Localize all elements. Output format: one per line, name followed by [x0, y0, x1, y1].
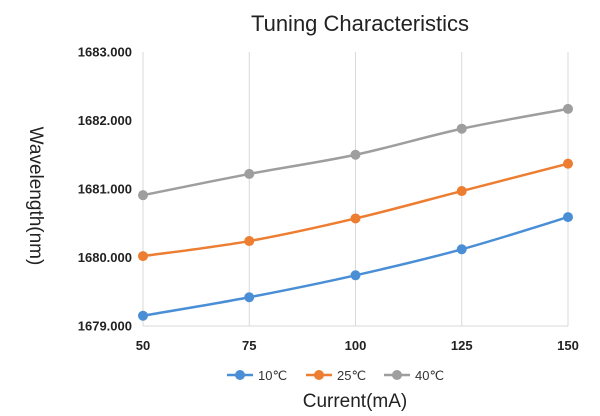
data-point-s1-1 — [244, 236, 255, 247]
y-axis-ticks: 1679.000 1680.000 1681.000 1682.000 1683.000 — [78, 45, 132, 334]
legend-label-0: 10℃ — [258, 368, 287, 383]
data-point-s2-2 — [350, 149, 361, 160]
legend-label-2: 40℃ — [415, 368, 444, 383]
legend: 10℃ 25℃ 40℃ — [227, 368, 444, 383]
x-tick-label: 100 — [345, 338, 367, 353]
y-tick-label: 1683.000 — [78, 45, 132, 60]
data-point-s0-0 — [138, 310, 148, 321]
data-point-s0-3 — [456, 244, 467, 255]
legend-marker-1 — [314, 370, 324, 380]
x-axis-label: Current(mA) — [303, 391, 408, 412]
data-point-s1-4 — [563, 158, 573, 169]
data-point-s1-2 — [350, 213, 361, 224]
legend-marker-0 — [235, 370, 245, 380]
legend-marker-2 — [392, 370, 402, 380]
y-tick-label: 1680.000 — [78, 250, 132, 265]
y-tick-label: 1679.000 — [78, 319, 132, 334]
data-point-s2-4 — [563, 103, 573, 114]
x-tick-label: 125 — [451, 338, 473, 353]
data-point-s1-3 — [456, 186, 467, 197]
legend-label-1: 25℃ — [337, 368, 366, 383]
data-point-s2-0 — [138, 190, 148, 201]
x-tick-label: 75 — [242, 338, 256, 353]
data-point-s0-1 — [244, 292, 255, 303]
data-point-s0-2 — [350, 270, 361, 281]
data-point-s1-0 — [138, 251, 148, 262]
x-axis-ticks: 50 75 100 125 150 — [136, 338, 579, 353]
y-axis-label: Wavelength(nm) — [25, 127, 46, 266]
series-group — [138, 103, 573, 321]
data-point-s0-4 — [563, 212, 573, 223]
grid-lines — [142, 52, 569, 327]
data-point-s2-1 — [244, 168, 255, 179]
y-tick-label: 1681.000 — [78, 182, 132, 197]
x-tick-label: 50 — [136, 338, 150, 353]
x-tick-label: 150 — [557, 338, 579, 353]
chart-title: Tuning Characteristics — [251, 11, 469, 36]
data-point-s2-3 — [456, 123, 467, 134]
y-tick-label: 1682.000 — [78, 113, 132, 128]
